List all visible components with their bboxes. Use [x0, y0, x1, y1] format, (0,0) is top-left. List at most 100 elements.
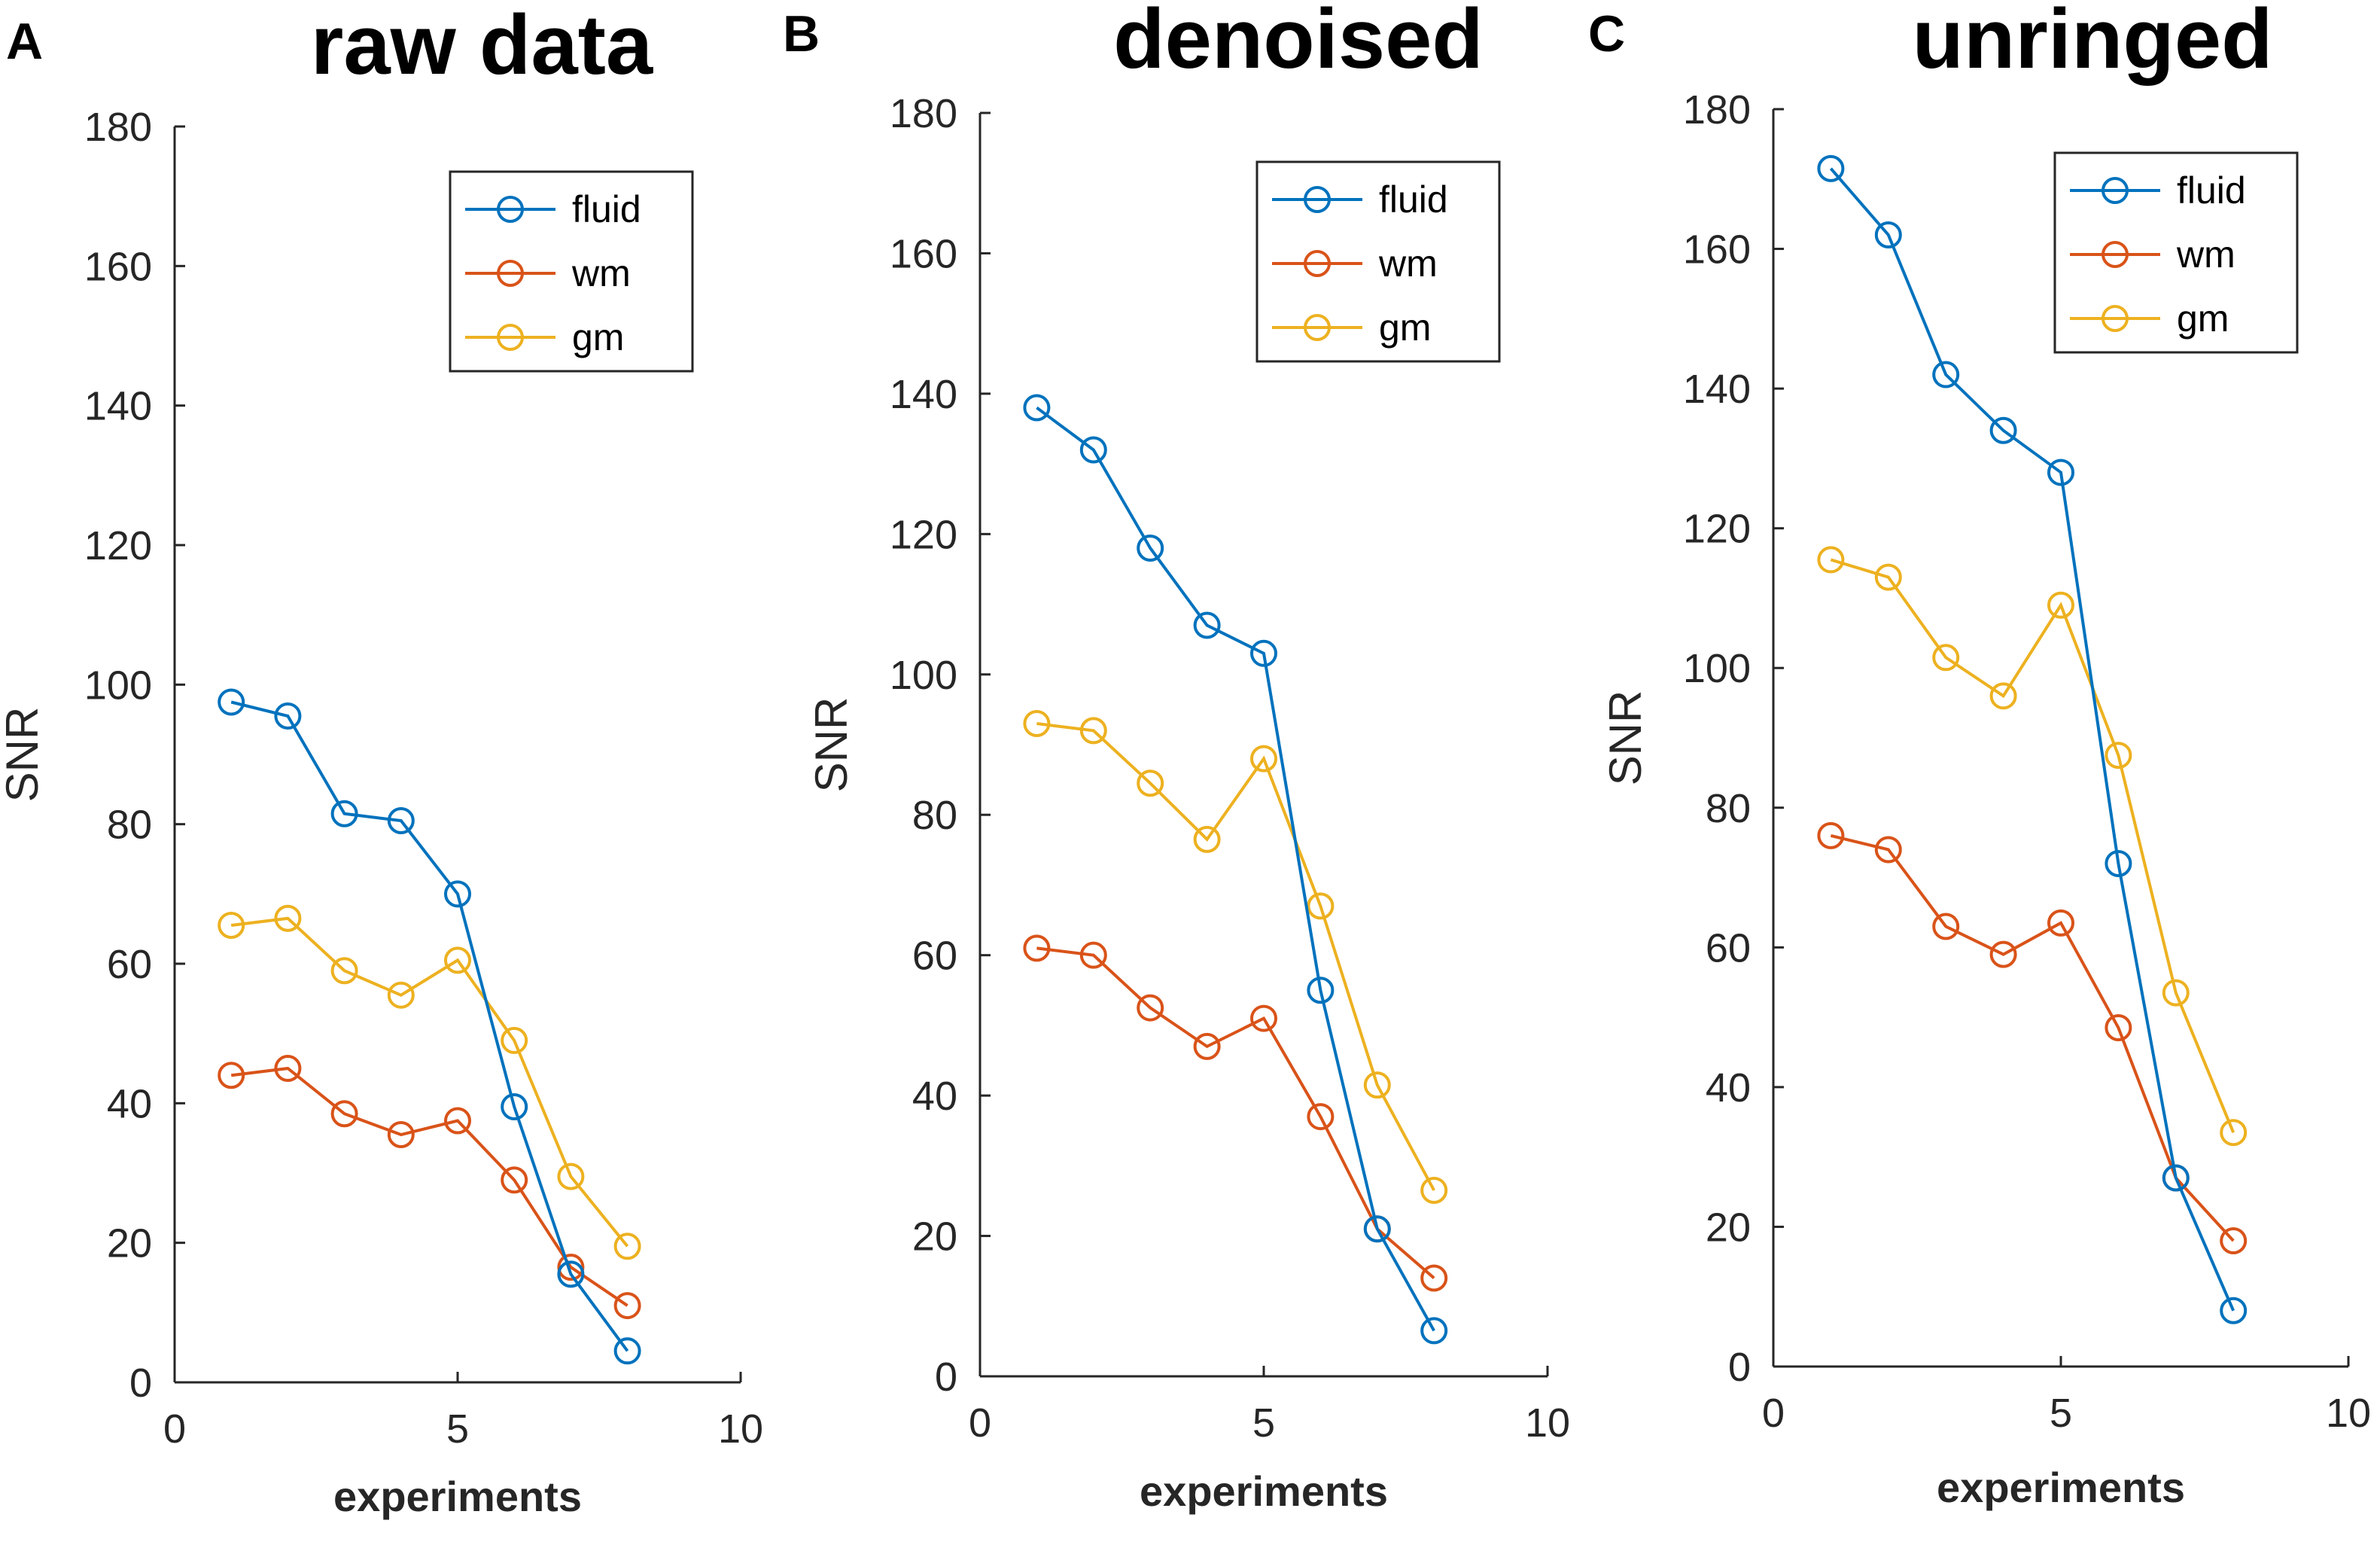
- legend-box: [449, 170, 694, 373]
- y-tick-label: 100: [1683, 646, 1751, 691]
- legend-label-gm: gm: [572, 316, 624, 358]
- data-point-wm: [1193, 1032, 1221, 1060]
- legend-marker-gm: [2102, 305, 2129, 332]
- legend: fluid wm gm: [2053, 151, 2299, 354]
- legend-marker-wm: [2102, 241, 2129, 268]
- data-point-fluid: [444, 880, 471, 908]
- y-tick-label: 140: [1683, 367, 1751, 412]
- y-axis-label: SNR: [1600, 690, 1651, 786]
- data-point-gm: [613, 1233, 641, 1260]
- data-point-gm: [444, 946, 471, 974]
- y-axis-label: SNR: [0, 707, 47, 803]
- y-tick-label: 0: [129, 1361, 152, 1406]
- panel-letter: C: [1588, 5, 1625, 62]
- legend: fluid wm gm: [449, 170, 694, 373]
- legend-marker-fluid: [497, 196, 524, 223]
- x-axis-label: experiments: [1937, 1464, 2185, 1511]
- chart-title: unringed: [1912, 0, 2272, 86]
- data-point-fluid: [1874, 221, 1902, 248]
- x-tick-label: 5: [1252, 1400, 1275, 1446]
- data-point-gm: [1874, 563, 1902, 591]
- x-tick-label: 10: [1525, 1400, 1570, 1446]
- data-point-fluid: [1137, 534, 1164, 562]
- y-tick-label: 60: [1706, 925, 1751, 970]
- data-point-wm: [1932, 913, 1960, 940]
- data-point-gm: [1932, 644, 1960, 672]
- data-point-fluid: [2162, 1164, 2190, 1192]
- y-tick-label: 60: [912, 934, 957, 979]
- data-point-fluid: [1079, 436, 1107, 464]
- series-gm: [1023, 710, 1448, 1204]
- legend-label-fluid: fluid: [1379, 178, 1448, 221]
- x-axis-label: experiments: [333, 1473, 582, 1520]
- y-tick-label: 0: [935, 1354, 957, 1400]
- y-tick-label: 100: [890, 653, 957, 698]
- x-tick-label: 0: [969, 1400, 991, 1446]
- data-point-gm: [1193, 825, 1221, 853]
- legend-marker-fluid: [2102, 177, 2129, 204]
- legend-label-wm: wm: [1378, 242, 1438, 285]
- data-point-gm: [218, 912, 245, 940]
- data-point-fluid: [1932, 361, 1960, 388]
- y-tick-label: 180: [1683, 87, 1751, 133]
- data-point-fluid: [330, 800, 358, 827]
- series-gm: [218, 904, 641, 1260]
- series-line-wm: [1830, 833, 2235, 1242]
- data-point-fluid: [1989, 416, 2017, 444]
- data-point-fluid: [501, 1092, 528, 1120]
- series-wm: [218, 1055, 641, 1320]
- data-point-gm: [1420, 1176, 1448, 1204]
- data-point-wm: [444, 1107, 471, 1135]
- data-point-wm: [1307, 1103, 1335, 1131]
- x-tick-label: 0: [1762, 1391, 1785, 1436]
- data-point-fluid: [2220, 1297, 2248, 1324]
- data-point-wm: [1250, 1004, 1277, 1032]
- data-point-wm: [1817, 821, 1845, 849]
- data-point-wm: [1874, 836, 1902, 864]
- data-point-wm: [501, 1166, 528, 1194]
- legend-label-fluid: fluid: [572, 188, 641, 230]
- y-tick-label: 80: [107, 803, 152, 848]
- data-point-gm: [1079, 717, 1107, 745]
- y-tick-label: 160: [890, 231, 957, 276]
- data-point-fluid: [2047, 459, 2074, 486]
- x-tick-label: 10: [2326, 1391, 2371, 1436]
- data-point-gm: [1989, 682, 2017, 710]
- data-point-gm: [501, 1026, 528, 1054]
- series-fluid: [1023, 394, 1448, 1345]
- data-point-fluid: [1307, 977, 1335, 1004]
- y-tick-label: 160: [1683, 227, 1751, 273]
- series-line-fluid: [1036, 406, 1435, 1332]
- data-point-gm: [2220, 1119, 2248, 1147]
- series-line-wm: [1036, 946, 1435, 1280]
- data-point-gm: [274, 904, 302, 932]
- legend-label-wm: wm: [571, 252, 631, 294]
- y-tick-label: 20: [912, 1214, 957, 1260]
- x-tick-label: 0: [163, 1406, 186, 1452]
- legend-label-gm: gm: [2177, 297, 2229, 340]
- y-tick-label: 120: [1683, 507, 1751, 552]
- data-point-wm: [387, 1121, 415, 1149]
- series-fluid: [218, 688, 641, 1365]
- chart-title: denoised: [1113, 0, 1484, 86]
- data-point-wm: [1420, 1264, 1448, 1292]
- x-tick-label: 5: [2050, 1391, 2072, 1436]
- y-tick-label: 100: [84, 663, 152, 708]
- series-line-fluid: [230, 700, 629, 1352]
- series-line-gm: [230, 916, 629, 1248]
- data-point-gm: [1307, 892, 1335, 920]
- data-point-fluid: [2105, 850, 2132, 877]
- y-tick-label: 180: [84, 105, 152, 150]
- legend-box: [1255, 160, 1501, 363]
- y-tick-label: 80: [912, 793, 957, 838]
- series-wm: [1817, 821, 2248, 1254]
- y-tick-label: 20: [107, 1221, 152, 1266]
- data-point-gm: [2047, 591, 2074, 619]
- legend-label-wm: wm: [2176, 233, 2235, 276]
- legend-marker-wm: [497, 260, 524, 287]
- data-point-gm: [330, 957, 358, 985]
- series-fluid: [1817, 154, 2248, 1324]
